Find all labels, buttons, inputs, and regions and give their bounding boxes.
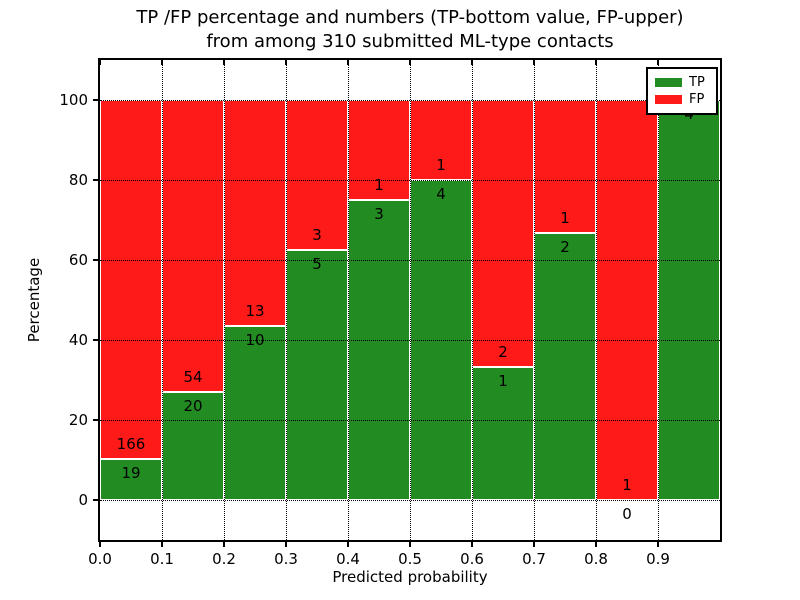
fp-bar-segment	[472, 100, 534, 367]
tp-count-label: 0	[622, 505, 632, 523]
x-tick-mark-top	[657, 60, 659, 65]
x-tick-mark	[161, 542, 163, 547]
chart-title-line2: from among 310 submitted ML-type contact…	[206, 31, 614, 52]
x-tick-mark-top	[533, 60, 535, 65]
tp-bar-segment	[162, 391, 224, 500]
x-tick-mark-top	[471, 60, 473, 65]
y-tick-label: 100	[59, 91, 88, 109]
x-gridline	[596, 60, 597, 540]
y-tick-label: 0	[78, 491, 88, 509]
fp-count-label: 13	[245, 302, 265, 321]
tp-bar-segment	[100, 458, 162, 500]
x-tick-mark	[409, 542, 411, 547]
tp-count-label: 3	[374, 205, 384, 223]
fp-count-label: 3	[312, 226, 322, 244]
x-tick-label: 0.5	[398, 550, 422, 568]
y-tick-mark	[93, 99, 98, 101]
tp-bar-segment	[224, 326, 286, 500]
x-tick-mark	[285, 542, 287, 547]
fp-bar-segment	[596, 100, 658, 500]
tp-count-label: 5	[312, 255, 322, 273]
x-tick-mark	[533, 542, 535, 547]
fp-legend-label: FP	[689, 92, 705, 107]
tp-bar-segment	[658, 100, 720, 500]
x-tick-mark-top	[161, 60, 163, 65]
fp-count-label: 166	[116, 434, 146, 453]
x-axis-label: Predicted probability	[332, 568, 488, 586]
legend: TP FP	[646, 67, 718, 115]
tp-count-label: 20	[183, 396, 203, 415]
y-tick-mark	[93, 339, 98, 341]
legend-item-fp: FP	[655, 91, 709, 108]
x-gridline	[224, 60, 225, 540]
x-tick-mark-top	[285, 60, 287, 65]
y-tick-mark	[93, 179, 98, 181]
y-tick-label: 60	[68, 251, 88, 269]
y-tick-label: 40	[68, 331, 88, 349]
x-gridline	[162, 60, 163, 540]
tp-count-label: 4	[436, 185, 446, 203]
fp-count-label: 1	[560, 209, 570, 228]
tp-bar-segment	[472, 366, 534, 500]
x-gridline	[348, 60, 349, 540]
x-tick-mark	[471, 542, 473, 547]
tp-legend-swatch	[655, 78, 682, 87]
fp-count-label: 54	[183, 367, 203, 386]
fp-bar-segment	[100, 100, 162, 459]
tp-count-label: 10	[245, 331, 265, 350]
x-gridline	[534, 60, 535, 540]
fp-legend-swatch	[655, 95, 682, 104]
x-tick-mark-top	[99, 60, 101, 65]
x-tick-label: 0.9	[646, 550, 670, 568]
x-tick-mark-top	[347, 60, 349, 65]
y-tick-label: 80	[68, 171, 88, 189]
y-axis-label: Percentage	[25, 257, 43, 343]
x-gridline	[410, 60, 411, 540]
x-tick-label: 0.1	[150, 550, 174, 568]
fp-count-label: 1	[436, 156, 446, 174]
x-tick-mark	[595, 542, 597, 547]
fp-bar-segment	[162, 100, 224, 392]
y-tick-label: 20	[68, 411, 88, 429]
fp-bar-segment	[410, 100, 472, 180]
fp-bar-segment	[224, 100, 286, 327]
x-gridline	[658, 60, 659, 540]
x-tick-label: 0.0	[88, 550, 112, 568]
tp-count-label: 2	[560, 238, 570, 257]
x-tick-label: 0.6	[460, 550, 484, 568]
x-tick-mark-top	[595, 60, 597, 65]
x-tick-label: 0.4	[336, 550, 360, 568]
tp-bar-segment	[534, 233, 596, 500]
x-tick-mark	[99, 542, 101, 547]
y-tick-mark	[93, 419, 98, 421]
x-tick-mark	[657, 542, 659, 547]
x-tick-label: 0.2	[212, 550, 236, 568]
tp-count-label: 1	[498, 371, 508, 390]
x-tick-label: 0.8	[584, 550, 608, 568]
x-tick-label: 0.7	[522, 550, 546, 568]
legend-item-tp: TP	[655, 74, 709, 91]
y-tick-mark	[93, 259, 98, 261]
tp-legend-label: TP	[689, 75, 705, 90]
tp-count-label: 19	[121, 463, 141, 482]
x-tick-mark-top	[223, 60, 225, 65]
fp-count-label: 1	[374, 176, 384, 194]
tp-bar-segment	[348, 200, 410, 500]
x-tick-label: 0.3	[274, 550, 298, 568]
chart-title-line1: TP /FP percentage and numbers (TP-bottom…	[136, 7, 684, 28]
x-tick-mark	[223, 542, 225, 547]
y-tick-mark	[93, 499, 98, 501]
x-tick-mark-top	[409, 60, 411, 65]
fp-count-label: 2	[498, 342, 508, 361]
tp-bar-segment	[286, 250, 348, 500]
fp-count-label: 1	[622, 476, 632, 494]
x-gridline	[472, 60, 473, 540]
x-gridline	[286, 60, 287, 540]
x-tick-mark	[347, 542, 349, 547]
